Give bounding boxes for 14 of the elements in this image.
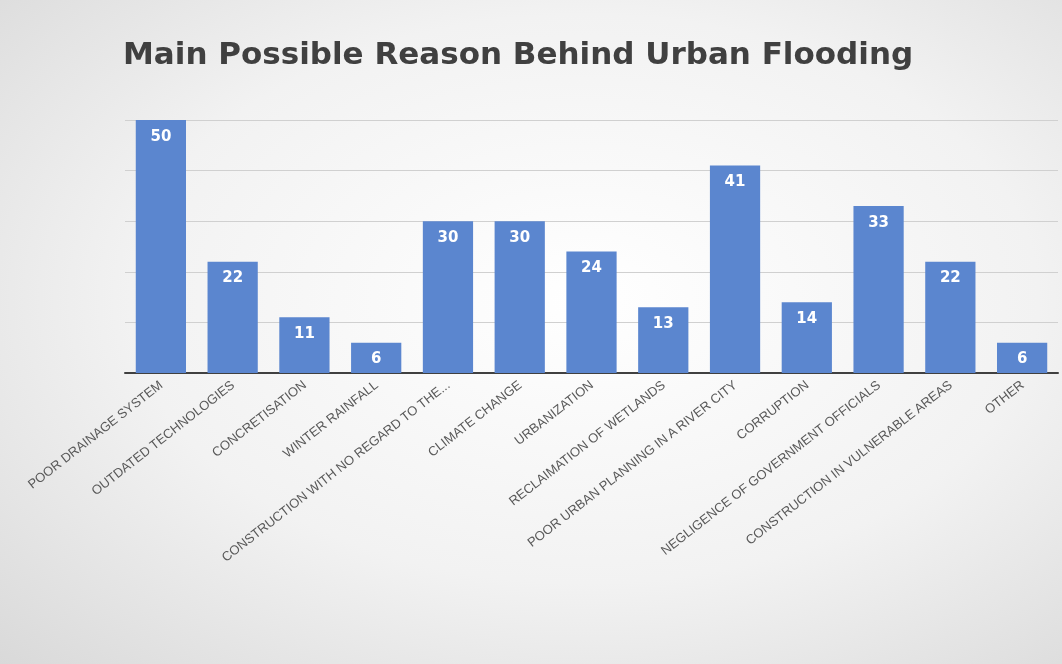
data-label: 24	[581, 258, 602, 277]
data-label: 50	[150, 126, 172, 145]
chart-title: Main Possible Reason Behind Urban Flooding	[123, 34, 914, 71]
data-label: 41	[724, 172, 746, 191]
data-label: 6	[1016, 349, 1028, 368]
data-label: 30	[509, 227, 531, 246]
data-label: 13	[652, 313, 674, 332]
data-label: 6	[370, 349, 382, 368]
data-label: 22	[939, 268, 961, 287]
data-label: 22	[222, 268, 244, 287]
data-label: 30	[437, 227, 459, 246]
data-label: 33	[868, 212, 890, 231]
data-label: 11	[293, 323, 315, 342]
data-label: 14	[796, 308, 818, 327]
